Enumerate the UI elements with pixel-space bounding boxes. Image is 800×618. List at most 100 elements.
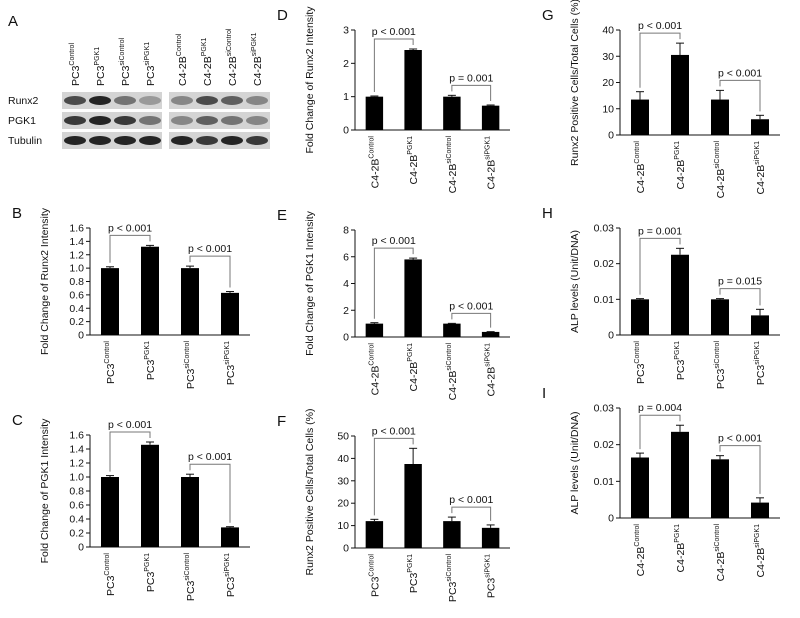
error-bar (370, 518, 379, 522)
bar (751, 315, 769, 335)
bar (631, 457, 649, 518)
bar (671, 431, 689, 518)
label-superscript: Control (104, 553, 111, 576)
label-base: C4-2B (635, 547, 647, 577)
significance-bracket: p = 0.004 (638, 402, 682, 450)
y-axis-label: ALP levels (Unit/DNA) (569, 230, 581, 333)
significance-bracket: p < 0.001 (449, 300, 493, 328)
bar (671, 54, 689, 135)
y-tick-label: 0 (608, 130, 614, 142)
bar (404, 259, 422, 337)
blot-band (196, 96, 218, 105)
label-superscript: siControl (226, 28, 233, 56)
p-value: p < 0.001 (638, 20, 682, 32)
category-label: PC3siPGK1 (224, 341, 237, 385)
label-base: C4-2B (177, 56, 189, 86)
y-axis-label: ALP levels (Unit/DNA) (569, 411, 581, 514)
panel-letter: I (542, 385, 546, 402)
p-value: p < 0.001 (718, 433, 762, 445)
category-label: C4-2BPGK1 (674, 141, 687, 190)
y-tick-label: 1.4 (69, 236, 84, 248)
blot-band (171, 96, 193, 105)
blot-band (64, 136, 86, 145)
blot-band (221, 116, 243, 125)
category-label: PC3siPGK1 (144, 42, 157, 86)
bracket-line (451, 506, 492, 521)
blot-band (114, 116, 136, 125)
label-superscript: Control (368, 554, 375, 577)
category-label: C4-2BPGK1 (407, 343, 420, 392)
y-tick-label: 1.4 (69, 444, 84, 456)
label-superscript: siPGK1 (485, 343, 492, 367)
label-superscript: PGK1 (674, 341, 681, 360)
y-tick-label: 20 (337, 498, 349, 510)
label-base: C4-2B (447, 371, 459, 401)
bar (631, 99, 649, 135)
blot-band (64, 96, 86, 105)
bar (365, 521, 384, 548)
label-superscript: siControl (714, 141, 721, 169)
label-base: PC3 (755, 365, 767, 386)
bracket-line (189, 255, 231, 288)
error-bar (226, 291, 234, 293)
label-superscript: siControl (184, 553, 191, 581)
category-label: C4-2BsiPGK1 (251, 32, 264, 86)
label-base: PC3 (185, 368, 197, 389)
category-label: PC3Control (368, 554, 381, 597)
category-label: C4-2BsiPGK1 (485, 343, 498, 397)
blot-band (89, 96, 111, 105)
category-label: C4-2BsiControl (226, 28, 239, 86)
blot-row-label: Runx2 (8, 95, 39, 107)
blot-row-label: PGK1 (8, 115, 36, 127)
y-tick-label: 0 (343, 543, 349, 555)
y-tick-label: 0.02 (594, 258, 615, 270)
label-base: C4-2B (715, 169, 727, 199)
y-tick-label: 3 (343, 25, 349, 37)
y-tick-label: 30 (602, 51, 614, 63)
error-bar (447, 516, 456, 522)
label-base: PC3 (105, 575, 117, 596)
label-superscript: siPGK1 (144, 42, 151, 66)
y-tick-label: 1.6 (69, 223, 84, 235)
bracket-line (719, 79, 761, 112)
bar (141, 246, 159, 335)
y-tick-label: 10 (602, 103, 614, 115)
label-superscript: PGK1 (94, 47, 101, 66)
y-axis-label: Runx2 Positive Cells/Total Cells (%) (569, 0, 581, 166)
label-base: C4-2B (755, 165, 767, 195)
error-bar (409, 48, 418, 50)
significance-bracket: p < 0.001 (372, 425, 416, 516)
label-superscript: siPGK1 (251, 32, 258, 56)
y-tick-label: 2 (343, 305, 349, 317)
p-value: p < 0.001 (449, 494, 493, 506)
label-base: C4-2B (755, 548, 767, 578)
label-base: PC3 (675, 360, 687, 381)
bar (221, 527, 239, 547)
category-label: C4-2BsiControl (446, 136, 459, 194)
label-base: PC3 (145, 360, 157, 381)
p-value: p < 0.001 (449, 300, 493, 312)
bar (443, 521, 461, 548)
error-bar (756, 497, 764, 503)
y-tick-label: 0.02 (594, 439, 615, 451)
y-tick-label: 1.0 (69, 472, 84, 484)
panel-letter: B (12, 205, 22, 222)
category-label: PC3Control (104, 341, 117, 384)
category-label: PC3siPGK1 (754, 341, 767, 385)
significance-bracket: p < 0.001 (718, 433, 762, 494)
bracket-line (639, 237, 681, 295)
label-superscript: siControl (446, 136, 453, 164)
blot-band (139, 116, 161, 125)
label-base: PC3 (70, 65, 82, 86)
y-tick-label: 10 (337, 520, 349, 532)
panel-letter: G (542, 7, 554, 24)
label-base: PC3 (635, 363, 647, 384)
blot-band (221, 96, 243, 105)
category-label: PC3siPGK1 (485, 554, 498, 598)
category-label: PC3Control (634, 341, 647, 384)
label-base: C4-2B (369, 366, 381, 396)
significance-bracket: p = 0.015 (718, 276, 762, 306)
blot-strip (62, 132, 162, 149)
label-base: C4-2B (675, 160, 687, 190)
